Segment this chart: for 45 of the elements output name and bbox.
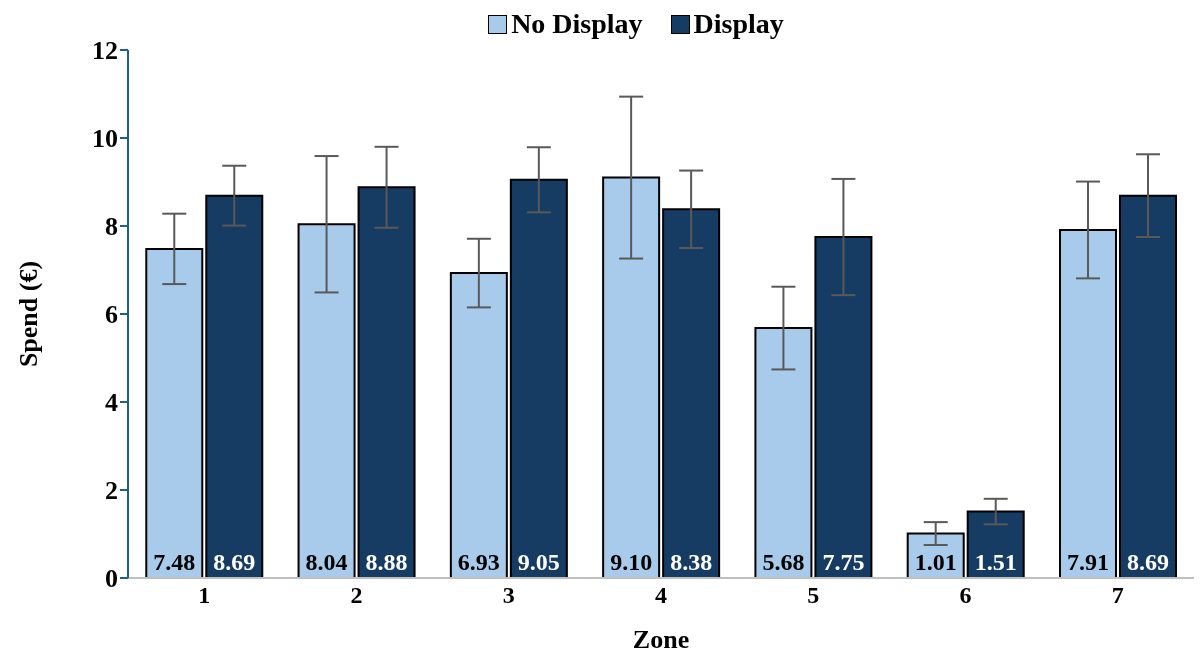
x-tick-label: 4 xyxy=(655,582,667,609)
data-label: 1.51 xyxy=(974,549,1017,575)
legend-label: No Display xyxy=(510,8,643,40)
data-label: 8.69 xyxy=(213,549,256,575)
data-label: 8.04 xyxy=(305,549,348,575)
bar xyxy=(509,178,568,578)
data-label: 7.48 xyxy=(153,549,196,575)
x-tick-label: 2 xyxy=(350,582,363,609)
x-tick-label: 5 xyxy=(807,582,820,609)
bar xyxy=(966,510,1025,578)
x-tick-label: 1 xyxy=(198,582,211,609)
bar xyxy=(662,208,721,578)
data-label: 8.69 xyxy=(1126,549,1169,575)
y-tick-label: 12 xyxy=(92,36,118,66)
bar xyxy=(602,176,661,578)
bar xyxy=(357,186,416,578)
x-axis-title: Zone xyxy=(632,625,690,654)
y-tick-label: 10 xyxy=(92,124,118,154)
data-label: 8.38 xyxy=(670,549,713,575)
bar xyxy=(754,327,813,578)
bar xyxy=(449,272,508,578)
data-label: 5.68 xyxy=(762,549,805,575)
x-tick-label: 3 xyxy=(502,582,515,609)
data-label: 1.01 xyxy=(914,549,957,575)
bar xyxy=(205,194,264,578)
data-label: 9.05 xyxy=(517,549,560,575)
y-tick-label: 8 xyxy=(105,212,118,242)
y-tick-label: 4 xyxy=(105,388,118,418)
y-tick-label: 0 xyxy=(105,564,118,594)
y-tick-label: 6 xyxy=(105,300,118,330)
data-label: 7.75 xyxy=(822,549,865,575)
legend-label: Display xyxy=(692,8,784,40)
bar xyxy=(297,223,356,578)
bar xyxy=(1118,194,1177,578)
y-tick-label: 2 xyxy=(105,476,118,506)
bar xyxy=(814,236,873,578)
x-tick-label: 7 xyxy=(1111,582,1124,609)
data-label: 6.93 xyxy=(457,549,500,575)
x-tick-label: 6 xyxy=(959,582,972,609)
data-label: 7.91 xyxy=(1066,549,1109,575)
data-label: 9.10 xyxy=(610,549,653,575)
data-label: 8.88 xyxy=(365,549,408,575)
y-axis-title: Spend (€) xyxy=(14,260,44,368)
bar xyxy=(1058,228,1117,578)
bar xyxy=(145,247,204,578)
